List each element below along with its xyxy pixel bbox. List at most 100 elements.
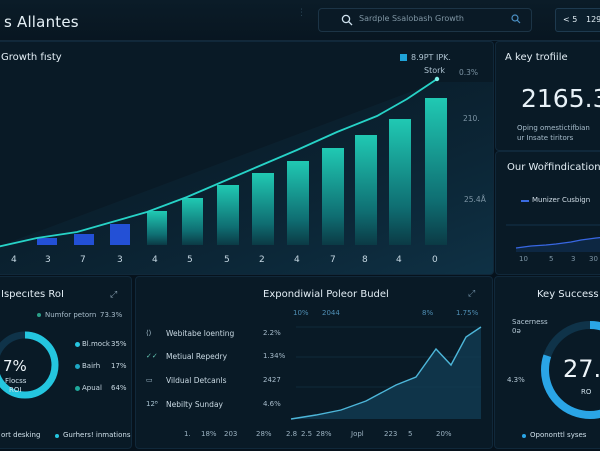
growth-bar (74, 234, 94, 245)
growth-x-label: 4 (396, 255, 402, 265)
exp-panel: Expondiwial Poleor Budel ⤢ 10% 2044 8% 1… (135, 276, 493, 449)
inspect-footer-dot (55, 434, 59, 438)
work-findings-xlabel: 5 (549, 255, 554, 263)
work-findings-area (516, 237, 600, 252)
key-success-panel: Key Success Fa Sacerness 0ǝ 4.3% 27.% RO… (494, 276, 600, 449)
growth-legend-swatch (400, 54, 407, 61)
key-success-left-pct: 4.3% (507, 376, 525, 384)
inspect-legend-item: Bairh 17% (71, 361, 131, 373)
exp-x-label: 1. (184, 430, 191, 438)
number-icon: 12ᴮ (146, 400, 158, 408)
work-findings-line (515, 236, 600, 249)
inspect-header-dot (37, 313, 41, 317)
exp-title: Expondiwial Poleor Budel (263, 289, 389, 300)
key-success-roi: RO (581, 388, 592, 396)
key-profile-sub2: ur Insate tiritors (517, 134, 574, 142)
exp-expand-icon[interactable]: ⤢ (468, 289, 476, 299)
growth-x-label: 5 (224, 255, 230, 265)
code-icon: ⟨⟩ (146, 329, 152, 337)
growth-bar (147, 211, 167, 245)
inspect-donut-value: 7% (3, 357, 27, 375)
exp-row: ▭ Vildual Detcanls 2427 (146, 376, 296, 388)
header-badge[interactable]: < 5 129% (555, 8, 600, 32)
inspect-legend-pct: 17% (111, 362, 127, 370)
exp-x-label: Jopl (351, 430, 364, 438)
top-bar: s Allantes ⋮ Sardple Ssalobash Growth < … (0, 0, 600, 41)
work-findings-legend: Munizer Cusbign (532, 196, 591, 204)
growth-bar (287, 161, 309, 245)
exp-row-value: 4.6% (263, 400, 281, 408)
monitor-icon: ▭ (146, 376, 153, 384)
growth-bar (322, 148, 344, 245)
growth-bar (217, 185, 239, 245)
inspect-legend-pct: 64% (111, 384, 127, 392)
inspect-close-icon[interactable]: ⤢ (110, 290, 118, 300)
search-submit-icon[interactable] (511, 14, 521, 24)
inspect-legend-item: Apual 64% (71, 383, 131, 395)
growth-trend-end (434, 76, 440, 82)
growth-x-label: 3 (117, 255, 123, 265)
work-findings-panel: Our Wořfindications Munizer Cusbign 10 5… (495, 151, 600, 275)
key-profile-sub1: Oping omestictifbian (517, 124, 590, 132)
key-success-value: 27.% (563, 355, 600, 383)
exp-row: 12ᴮ Nebilty Sunday 4.6% (146, 400, 296, 412)
work-findings-title: Our Wořfindications (507, 162, 600, 173)
key-success-donut-arc (541, 321, 600, 419)
inspect-legend-label: Bairh (82, 362, 101, 370)
growth-line-glow (0, 82, 493, 274)
exp-chart (290, 326, 482, 420)
key-success-footer-dot (522, 434, 526, 438)
growth-legend-label: 8.9PT IPK. (411, 53, 451, 62)
exp-row: ✓✓ Metiual Repedry 1.34% (146, 352, 296, 364)
exp-col-label: 8% (422, 309, 434, 317)
exp-col-label: 10% (293, 309, 309, 317)
growth-bar (182, 198, 203, 245)
growth-chart: 0.3% 210. 25.4Å 4 3 7 3 4 5 5 2 4 7 8 4 0 (0, 68, 493, 274)
growth-bar (110, 224, 130, 245)
exp-x-label: 28% (316, 430, 332, 438)
key-profile-title: A key trofiile (505, 52, 568, 63)
badge-left-value: < 5 (563, 15, 578, 24)
app-title: s Allantes (4, 13, 79, 31)
inspect-header-pct: 73.3% (100, 311, 123, 319)
inspect-legend-label: Apual (82, 384, 102, 392)
growth-bar (425, 98, 447, 245)
check-icon: ✓✓ (146, 352, 158, 360)
key-profile-panel: A key trofiile 2165.3 Oping omestictifbi… (495, 41, 600, 151)
growth-x-label: 4 (294, 255, 300, 265)
search-icon (341, 14, 353, 26)
exp-row-name: Webitabe loenting (166, 329, 235, 338)
growth-x-label: 4 (152, 255, 158, 265)
inspect-header: Numfor petorn (45, 311, 97, 319)
growth-axis-label: 25.4Å (464, 195, 487, 204)
overflow-dots[interactable]: ⋮ (297, 8, 306, 18)
work-findings-legend-line (521, 200, 529, 202)
work-findings-xlabel: 30 (589, 255, 598, 263)
inspect-legend-swatch (75, 386, 80, 391)
exp-row-value: 1.34% (263, 352, 286, 360)
key-success-donut (541, 321, 600, 419)
exp-x-label: 20% (436, 430, 452, 438)
inspect-donut-arc (0, 331, 59, 399)
growth-trend-line (0, 78, 438, 248)
growth-x-label: 5 (187, 255, 193, 265)
badge-right-value: 129% (586, 15, 600, 24)
growth-x-label: 7 (330, 255, 336, 265)
inspect-donut-sub1: Flocss (5, 377, 27, 385)
growth-panel: Growth fısty 8.9PT IPK. Stork 0.3% 210. … (0, 41, 494, 275)
inspect-roi-panel: Ispecıtes RoI ⤢ Numfor petorn 73.3% 7% F… (0, 276, 132, 449)
exp-row: ⟨⟩ Webitabe loenting 2.2% (146, 329, 296, 341)
exp-row-value: 2427 (263, 376, 281, 384)
key-success-label2: 0ǝ (512, 327, 521, 335)
growth-x-label: 4 (11, 255, 17, 265)
key-success-title: Key Success Fa (537, 289, 600, 300)
inspect-legend-swatch (75, 364, 80, 369)
search-input[interactable]: Sardple Ssalobash Growth (318, 8, 532, 32)
exp-x-label: 5 (408, 430, 413, 438)
growth-legend-sub: Stork (424, 66, 446, 75)
inspect-donut-sub2: ROI (9, 386, 22, 394)
growth-bar (389, 119, 411, 245)
exp-x-label: 28% (256, 430, 272, 438)
axis-right-labels: 0.3% 210. 25.4Å (459, 68, 487, 204)
growth-x-label: 2 (259, 255, 265, 265)
